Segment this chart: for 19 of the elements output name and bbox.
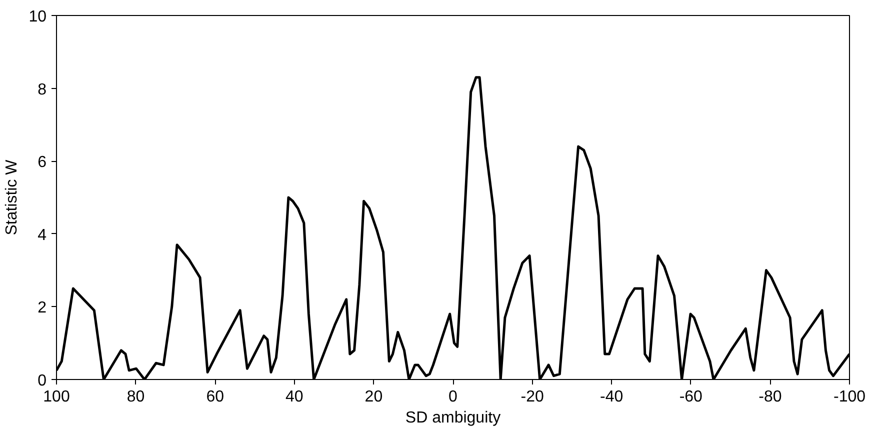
y-tick-label: 8 xyxy=(38,81,47,98)
x-tick-label: -40 xyxy=(600,388,624,406)
x-tick-label: 100 xyxy=(43,388,70,406)
x-tick-label: -60 xyxy=(679,388,703,406)
y-tick-label: 10 xyxy=(28,8,47,26)
y-axis-title: Statistic W xyxy=(4,158,21,236)
x-axis-title: SD ambiguity xyxy=(405,410,501,426)
y-tick-label: 4 xyxy=(38,226,47,244)
y-tick-label: 0 xyxy=(38,372,47,390)
y-tick-label: 6 xyxy=(38,154,47,172)
x-tick-label: -20 xyxy=(520,388,544,406)
x-tick-label: 60 xyxy=(206,388,224,406)
x-tick-label: 80 xyxy=(126,388,145,406)
x-tick-label: -80 xyxy=(758,388,782,406)
x-tick-label: 20 xyxy=(364,388,383,406)
x-tick-label: 0 xyxy=(448,388,458,406)
x-tick-label: -100 xyxy=(833,388,866,406)
y-tick-label: 2 xyxy=(38,300,47,317)
x-tick-label: 40 xyxy=(286,388,304,406)
